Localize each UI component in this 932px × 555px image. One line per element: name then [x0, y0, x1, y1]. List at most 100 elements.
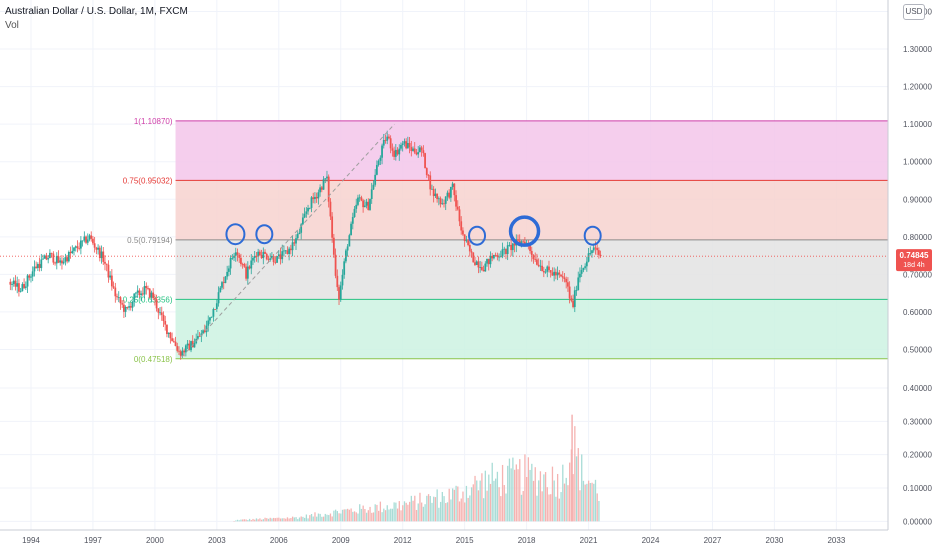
- volume-bar: [353, 511, 356, 522]
- volume-bar: [362, 505, 364, 522]
- volume-bar: [452, 488, 454, 522]
- candle-body: [179, 351, 182, 356]
- volume-bar: [441, 491, 443, 522]
- volume-bar: [322, 516, 325, 522]
- candle-body: [295, 238, 297, 244]
- candle-body: [54, 262, 56, 264]
- candle-body: [398, 148, 401, 155]
- candle-body: [296, 233, 299, 239]
- candle-body: [357, 197, 359, 205]
- candle-body: [100, 251, 103, 259]
- candle-body: [465, 240, 468, 242]
- candle-body: [351, 217, 354, 224]
- candle-body: [431, 188, 433, 190]
- candle-body: [184, 345, 187, 353]
- candle-body: [92, 238, 94, 244]
- volume-bar: [396, 508, 399, 522]
- candle-body: [513, 243, 516, 246]
- volume-bar: [491, 462, 493, 522]
- volume-bar: [347, 508, 349, 522]
- candle-body: [443, 203, 445, 205]
- fibonacci-retracement: 1(1.10870) 0.75(0.95032) 0.5(0.79194) 0.25(…: [123, 117, 888, 364]
- candle-body: [30, 276, 32, 278]
- candle-body: [585, 261, 588, 267]
- volume-bar: [527, 457, 530, 522]
- candle-body: [222, 282, 225, 284]
- candle-body: [511, 243, 514, 251]
- candle-body: [181, 350, 184, 356]
- candle-body: [422, 150, 425, 154]
- volume-bar: [233, 521, 235, 522]
- currency-button[interactable]: USD: [903, 4, 925, 20]
- volume-bar: [259, 518, 261, 522]
- candle-body: [532, 255, 535, 260]
- candle-body: [348, 235, 351, 247]
- volume-bar: [407, 504, 409, 522]
- candle-body: [505, 248, 507, 254]
- volume-bar: [267, 518, 270, 522]
- volume-bar: [338, 513, 340, 522]
- candle-body: [234, 252, 237, 256]
- volume-bar: [371, 512, 373, 522]
- volume-tick-label: 0.30000: [903, 417, 932, 426]
- price-tick-label: 1.20000: [903, 83, 932, 92]
- volume-bar: [538, 480, 540, 522]
- candle-body: [372, 184, 375, 190]
- candle-body: [460, 221, 463, 231]
- volume-bar: [488, 474, 490, 522]
- volume-bar: [276, 517, 278, 522]
- volume-bar: [274, 518, 277, 522]
- volume-bar: [567, 485, 569, 522]
- candle-body: [219, 287, 222, 293]
- volume-bar: [350, 508, 352, 522]
- volume-bar: [457, 486, 459, 522]
- volume-bar: [393, 502, 395, 522]
- candle-body: [227, 268, 230, 272]
- volume-legend: Vol: [5, 20, 19, 31]
- fib-zone-0: [175, 120, 888, 181]
- candle-body: [499, 256, 502, 258]
- candle-body: [214, 309, 217, 310]
- candle-body: [140, 293, 143, 296]
- volume-bar: [534, 467, 536, 522]
- volume-bar: [562, 464, 564, 522]
- volume-bar: [386, 505, 388, 522]
- volume-bar: [426, 495, 428, 522]
- volume-bar: [400, 510, 402, 522]
- volume-bar: [560, 492, 562, 522]
- volume-bar-peak: [571, 414, 573, 522]
- candle-body: [172, 340, 175, 342]
- volume-bar: [531, 463, 533, 522]
- candle-body: [264, 251, 266, 254]
- candle-body: [85, 236, 87, 243]
- candle-body: [343, 261, 346, 275]
- candle-body: [537, 264, 540, 267]
- candle-body: [391, 148, 394, 151]
- volume-bar: [438, 507, 440, 522]
- volume-bar: [586, 483, 588, 522]
- candle-body: [50, 252, 53, 254]
- candle-body: [38, 264, 41, 269]
- candle-body: [207, 320, 210, 326]
- candle-body: [162, 314, 165, 322]
- candle-body: [167, 332, 170, 335]
- volume-bar: [503, 485, 505, 522]
- candle-body: [561, 276, 564, 278]
- candle-body: [42, 258, 44, 260]
- candle-body: [301, 217, 304, 225]
- volume-bar: [305, 514, 308, 522]
- volume-bar: [489, 483, 492, 522]
- candle-body: [36, 264, 39, 269]
- candle-body: [493, 254, 495, 259]
- candle-body: [284, 250, 287, 252]
- volume-bar: [379, 501, 382, 522]
- price-tick-label: 0.50000: [903, 345, 932, 354]
- candle-body: [248, 266, 251, 269]
- candle-body: [293, 242, 296, 244]
- candle-body: [432, 188, 435, 197]
- candle-body: [496, 255, 499, 258]
- volume-bar: [248, 518, 251, 522]
- volume-bar: [524, 454, 526, 522]
